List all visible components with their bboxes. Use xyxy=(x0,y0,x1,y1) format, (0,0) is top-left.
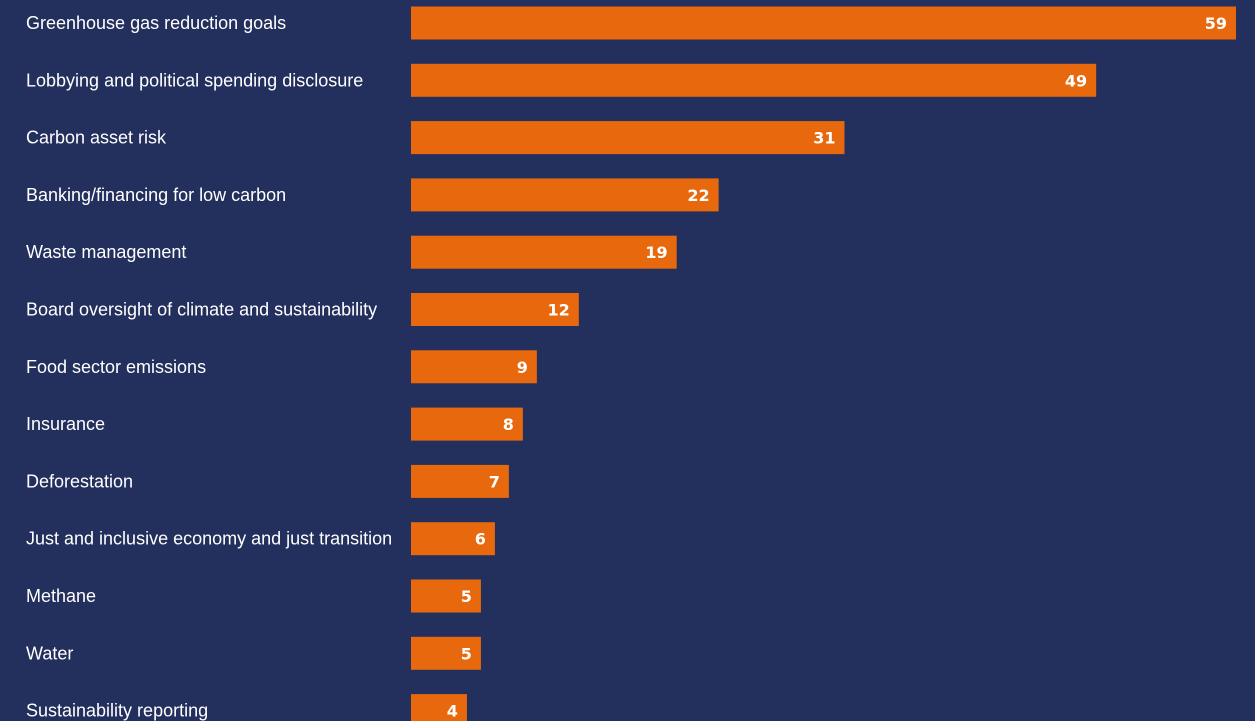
bar-row: Waste management 19 xyxy=(26,235,677,269)
value-label: 49 xyxy=(1065,71,1087,90)
category-label: Sustainability reporting xyxy=(26,701,208,721)
value-label: 6 xyxy=(475,530,486,549)
category-label: Deforestation xyxy=(26,471,133,491)
bar-row: Board oversight of climate and sustainab… xyxy=(26,293,579,326)
category-label: Carbon asset risk xyxy=(26,128,167,148)
value-label: 31 xyxy=(813,129,835,148)
bar xyxy=(411,350,537,384)
bar xyxy=(411,63,1097,97)
value-label: 4 xyxy=(447,702,458,721)
category-label: Lobbying and political spending disclosu… xyxy=(26,70,363,90)
category-label: Methane xyxy=(26,586,96,606)
bar xyxy=(411,464,509,498)
category-label: Board oversight of climate and sustainab… xyxy=(26,300,377,320)
bar-row: Banking/financing for low carbon 22 xyxy=(26,178,719,212)
value-label: 12 xyxy=(548,301,570,320)
category-label: Just and inclusive economy and just tran… xyxy=(26,529,392,549)
value-label: 8 xyxy=(503,415,514,434)
bar xyxy=(411,694,467,721)
bar xyxy=(411,522,495,556)
bar xyxy=(411,6,1236,40)
value-label: 22 xyxy=(687,186,709,205)
bar xyxy=(411,178,719,212)
bar xyxy=(411,407,523,441)
category-label: Waste management xyxy=(26,242,186,262)
bar-row: Sustainability reporting 4 xyxy=(26,694,467,721)
value-label: 5 xyxy=(461,587,472,606)
bar xyxy=(411,579,481,613)
category-label: Food sector emissions xyxy=(26,357,206,377)
bar xyxy=(411,235,677,269)
bar xyxy=(411,121,845,155)
bar-row: Carbon asset risk 31 xyxy=(26,121,845,155)
bar-row: Just and inclusive economy and just tran… xyxy=(26,522,495,556)
bar-row: Food sector emissions 9 xyxy=(26,350,537,384)
category-label: Greenhouse gas reduction goals xyxy=(26,13,286,33)
category-label: Insurance xyxy=(26,414,105,434)
bar-row: Methane 5 xyxy=(26,579,481,613)
bar-row: Insurance 8 xyxy=(26,407,523,441)
category-label: Banking/financing for low carbon xyxy=(26,185,286,205)
value-label: 7 xyxy=(489,472,500,491)
bar-row: Lobbying and political spending disclosu… xyxy=(26,63,1097,97)
category-label: Water xyxy=(26,643,73,663)
value-label: 59 xyxy=(1205,14,1227,33)
bar xyxy=(411,293,579,326)
bar-row: Water 5 xyxy=(26,636,481,670)
bar xyxy=(411,636,481,670)
bar-row: Deforestation 7 xyxy=(26,464,509,498)
value-label: 19 xyxy=(645,243,667,262)
value-label: 5 xyxy=(461,644,472,663)
value-label: 9 xyxy=(517,358,528,377)
bar-row: Greenhouse gas reduction goals 59 xyxy=(26,6,1236,40)
